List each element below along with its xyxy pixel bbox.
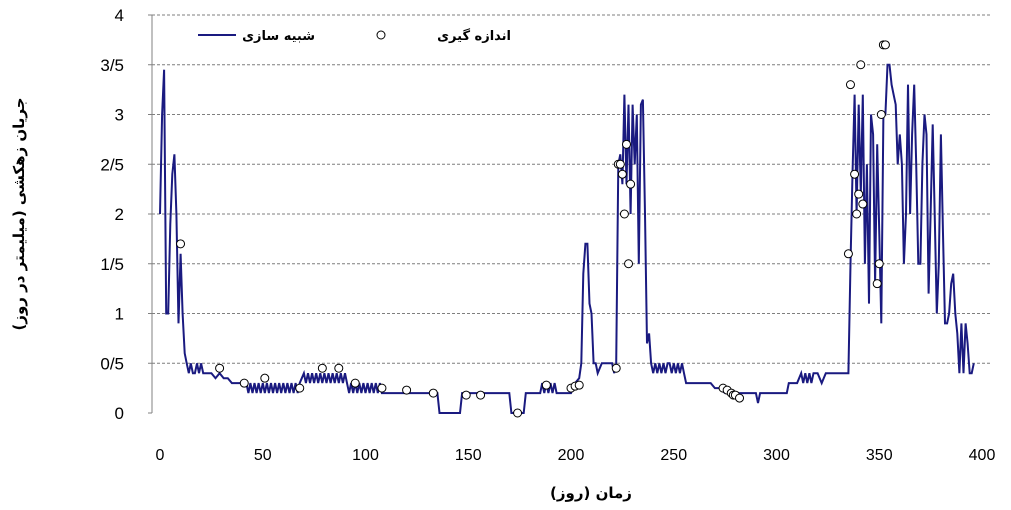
x-axis-title: زمان (روز) bbox=[550, 484, 632, 502]
data-point-measured bbox=[845, 80, 855, 90]
data-point-measured bbox=[295, 383, 305, 393]
data-point-measured bbox=[615, 159, 625, 169]
data-point-measured bbox=[876, 110, 886, 119]
data-point-measured bbox=[852, 209, 862, 219]
data-point-measured bbox=[856, 60, 866, 70]
data-point-measured bbox=[624, 259, 634, 269]
x-tick-label: 50 bbox=[254, 447, 272, 464]
data-point-measured bbox=[874, 259, 884, 269]
y-tick-label: 2/5 bbox=[100, 155, 124, 174]
data-point-measured bbox=[541, 380, 551, 390]
x-tick-label: 150 bbox=[455, 447, 482, 464]
data-point-measured bbox=[621, 139, 631, 149]
legend-label-simulated: شبیه سازی bbox=[242, 29, 315, 44]
data-point-measured bbox=[377, 383, 387, 393]
data-point-measured bbox=[574, 380, 584, 390]
data-point-measured bbox=[402, 385, 412, 395]
data-point-measured bbox=[611, 363, 621, 373]
data-point-measured bbox=[461, 390, 471, 400]
y-axis-ticks: 0 0/5 1 1/5 2 2/5 3 3/5 4 bbox=[100, 6, 152, 423]
legend-background bbox=[185, 18, 525, 52]
data-point-measured bbox=[843, 249, 853, 259]
y-axis-title: جریان زهکشی (میلیمتر در روز) bbox=[10, 97, 28, 330]
x-tick-label: 400 bbox=[969, 447, 996, 464]
y-tick-label: 1 bbox=[115, 305, 124, 324]
grid-lines bbox=[152, 14, 992, 364]
data-point-measured bbox=[260, 373, 270, 383]
x-tick-label: 300 bbox=[763, 447, 790, 464]
legend-label-measured: اندازه گیری bbox=[437, 28, 511, 44]
y-tick-label: 3 bbox=[115, 106, 124, 125]
data-point-measured bbox=[850, 169, 860, 179]
data-point-measured bbox=[334, 363, 344, 373]
data-point-measured bbox=[239, 378, 249, 388]
data-point-measured bbox=[880, 40, 890, 50]
data-point-measured bbox=[626, 179, 636, 189]
data-point-measured bbox=[735, 393, 745, 403]
x-tick-label: 250 bbox=[660, 447, 687, 464]
series-markers-measured bbox=[176, 40, 890, 418]
y-tick-label: 3/5 bbox=[100, 56, 124, 75]
x-tick-label: 100 bbox=[352, 447, 379, 464]
legend: شبیه سازی اندازه گیری bbox=[185, 18, 525, 52]
data-point-measured bbox=[317, 363, 327, 373]
data-point-measured bbox=[858, 199, 868, 209]
y-tick-label: 2 bbox=[115, 205, 124, 224]
y-tick-label: 0 bbox=[115, 404, 124, 423]
legend-marker-measured bbox=[376, 30, 386, 40]
x-tick-label: 0 bbox=[156, 447, 165, 464]
data-point-measured bbox=[350, 378, 360, 388]
x-tick-label: 350 bbox=[866, 447, 893, 464]
data-point-measured bbox=[872, 279, 882, 289]
x-axis-ticks: 0 50 100 150 200 250 300 350 400 bbox=[156, 447, 996, 464]
y-tick-label: 1/5 bbox=[100, 255, 124, 274]
data-point-measured bbox=[476, 390, 486, 400]
y-tick-label: 0/5 bbox=[100, 354, 124, 373]
data-point-measured bbox=[215, 363, 225, 373]
data-point-measured bbox=[513, 408, 523, 418]
data-point-measured bbox=[619, 209, 629, 219]
data-point-measured bbox=[617, 169, 627, 179]
x-tick-label: 200 bbox=[558, 447, 585, 464]
series-line-simulated bbox=[159, 63, 975, 414]
y-tick-label: 4 bbox=[115, 6, 124, 25]
data-point-measured bbox=[854, 189, 864, 199]
data-point-measured bbox=[428, 388, 438, 398]
data-point-measured bbox=[176, 239, 186, 249]
